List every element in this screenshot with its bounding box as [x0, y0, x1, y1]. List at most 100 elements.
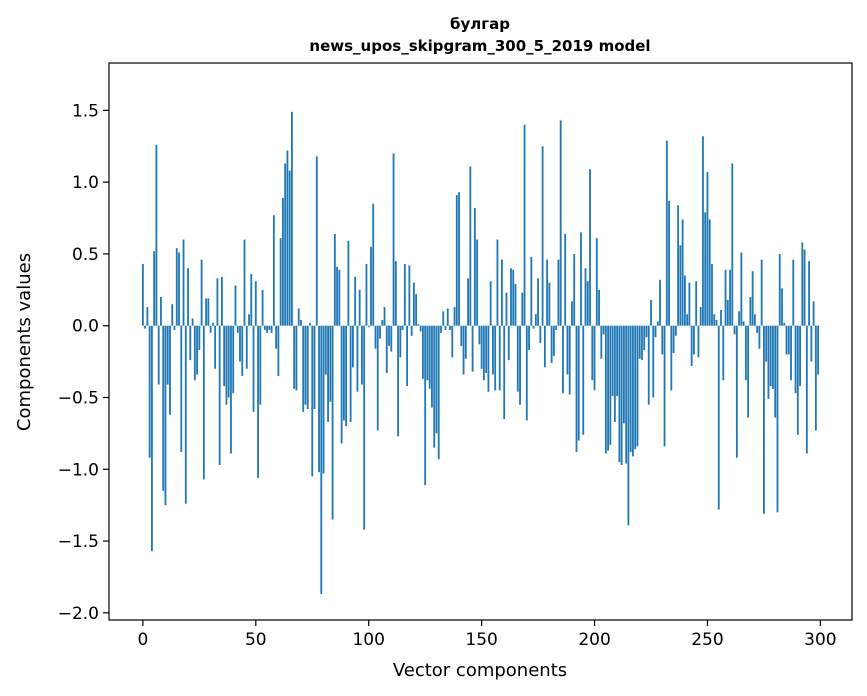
bar	[627, 325, 630, 526]
bar	[688, 282, 691, 326]
bar	[365, 263, 368, 326]
bar	[742, 321, 745, 326]
bar	[647, 325, 650, 405]
bar	[422, 325, 424, 379]
bar	[412, 282, 415, 326]
bar	[792, 259, 795, 326]
bar	[564, 233, 567, 326]
bar	[593, 325, 596, 391]
bar	[367, 325, 370, 328]
bar	[218, 325, 221, 465]
bar	[550, 325, 553, 364]
bar	[216, 278, 219, 326]
bar	[388, 325, 390, 346]
bar	[681, 219, 684, 326]
bar	[451, 325, 454, 358]
bar	[686, 314, 689, 326]
bar	[284, 163, 287, 326]
bar	[234, 285, 237, 326]
bar	[492, 325, 494, 375]
bar	[356, 325, 359, 392]
bar	[679, 245, 682, 326]
bar	[198, 325, 201, 351]
bar	[575, 325, 578, 453]
bar	[277, 325, 280, 376]
bar	[717, 325, 720, 510]
bar	[722, 325, 725, 381]
bar	[141, 263, 144, 326]
x-tick-label: 150	[465, 630, 497, 650]
bar	[259, 325, 262, 405]
x-tick-label: 50	[245, 630, 267, 650]
bar	[496, 239, 499, 326]
bar	[720, 309, 722, 326]
bar	[370, 246, 372, 326]
bar	[446, 308, 449, 326]
y-tick-label: −1.0	[58, 460, 99, 480]
bar	[510, 268, 512, 326]
bar	[374, 325, 377, 349]
bar	[241, 325, 244, 376]
bar	[534, 314, 537, 326]
bar	[663, 325, 666, 447]
x-tick-label: 300	[804, 630, 836, 650]
bar	[665, 140, 668, 326]
bar	[794, 325, 797, 394]
bar	[808, 261, 810, 326]
bar	[184, 325, 187, 504]
bar	[498, 325, 501, 391]
bar	[480, 325, 483, 369]
bar	[243, 239, 246, 326]
bar	[338, 269, 341, 326]
bar	[333, 233, 336, 326]
x-tick-label: 0	[137, 630, 148, 650]
bar	[345, 325, 348, 427]
bar	[505, 292, 508, 326]
bar	[478, 325, 481, 345]
bar	[659, 279, 661, 326]
bar	[523, 124, 526, 326]
bar	[744, 325, 747, 381]
bar	[571, 301, 573, 326]
bar	[331, 325, 334, 520]
bar	[516, 325, 519, 392]
bar	[347, 241, 350, 326]
bar	[424, 325, 427, 486]
bar	[573, 253, 576, 326]
bar	[638, 325, 641, 359]
bar	[227, 325, 230, 398]
bar	[288, 170, 291, 326]
bar	[372, 203, 375, 326]
bar	[449, 325, 451, 331]
bar	[772, 325, 774, 389]
bar	[609, 325, 612, 445]
bar	[442, 311, 445, 326]
bar	[618, 325, 621, 463]
bar	[397, 325, 399, 437]
bar	[401, 325, 404, 331]
bar	[532, 325, 535, 329]
bar	[469, 166, 472, 326]
bar	[501, 259, 503, 326]
bar	[419, 325, 422, 332]
bar	[144, 325, 147, 329]
bar	[566, 325, 569, 375]
bar	[263, 325, 266, 331]
bar	[650, 299, 652, 326]
bar	[799, 325, 801, 386]
bar	[672, 325, 675, 353]
bar	[171, 304, 174, 326]
bar	[589, 169, 591, 326]
bar	[783, 322, 786, 326]
bar	[805, 325, 808, 454]
bar	[683, 275, 686, 326]
bar	[704, 212, 707, 326]
bar	[489, 281, 492, 326]
bar	[543, 325, 546, 368]
bar	[268, 325, 271, 331]
bar	[711, 263, 713, 326]
bar	[426, 325, 429, 381]
bar	[266, 325, 268, 333]
bar	[281, 197, 284, 326]
bar	[584, 268, 587, 326]
